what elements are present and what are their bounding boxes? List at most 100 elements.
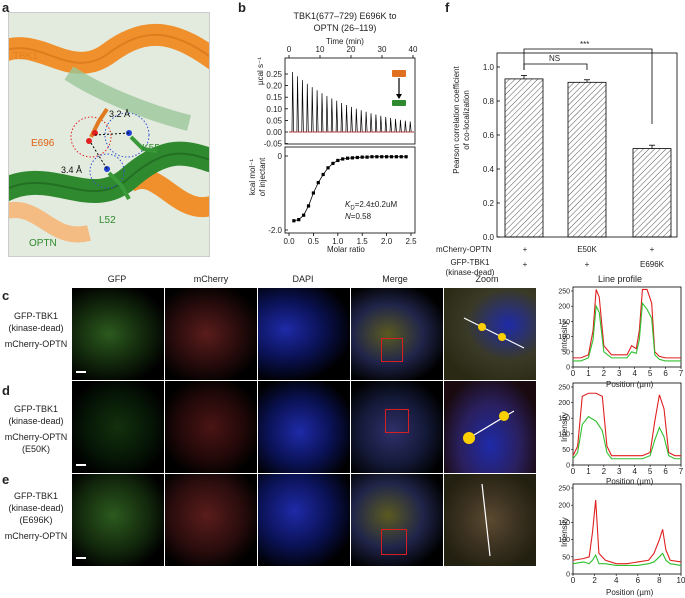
- profile-ytick-label: 250: [558, 289, 570, 296]
- profile-xtick-label: 1: [586, 369, 591, 378]
- profile-ytick-label: 200: [558, 400, 570, 407]
- profile-chart-3: 0 1 2 3 4 5 6 7 0 50 100 150 200 250: [558, 382, 684, 476]
- profile-e-ylabel: Intensity: [560, 517, 569, 547]
- profile-xtick-label: 4: [614, 576, 619, 585]
- profile-xtick-label: 6: [636, 576, 641, 585]
- image-d-merge: [351, 381, 443, 473]
- profile-ytick-label: 200: [558, 503, 570, 510]
- profile-xtick-label: 4: [632, 369, 637, 378]
- itc-top-ytick-label: 0.10: [266, 105, 282, 114]
- profile-xtick-label: 2: [592, 576, 597, 585]
- itc-bottom-xtick-label: 2.5: [405, 237, 417, 246]
- profile-ytick-label: 250: [558, 486, 570, 493]
- row-c-line3: mCherry-OPTN: [4, 339, 68, 349]
- row-c-label: GFP-TBK1 (kinase-dead) mCherry-OPTN: [0, 310, 72, 350]
- itc-top-xtick-label: 0: [287, 45, 292, 54]
- profile-xtick-label: 6: [663, 467, 668, 476]
- image-d-dapi: [258, 381, 350, 473]
- profile-ytick-label: 0: [566, 365, 570, 372]
- panel-label-d: d: [2, 383, 10, 398]
- image-c-gfp: [72, 288, 164, 380]
- itc-top-xtick-label: 10: [316, 45, 325, 54]
- row2-val-2: +: [584, 260, 590, 269]
- row-d-line4: (E50K): [21, 444, 50, 454]
- profile-frame: [572, 483, 682, 575]
- itc-bottom-xlabel: Molar ratio: [327, 245, 365, 254]
- row-c-line2: (kinase-dead): [8, 323, 64, 333]
- profile-xtick-label: 5: [648, 467, 653, 476]
- row-gfp-label-1: GFP-TBK1: [450, 258, 490, 267]
- row-d-line3: mCherry-OPTN: [4, 432, 68, 442]
- bar-E50K: [567, 81, 607, 238]
- profile-e-xlabel: Position (µm): [606, 588, 654, 597]
- image-c-merge: [351, 288, 443, 380]
- itc-title-line2: OPTN (26–119): [313, 23, 377, 33]
- structure-drawing: [9, 23, 209, 243]
- profile-ytick-label: 0: [566, 463, 570, 470]
- profile-series-red: [573, 288, 681, 359]
- itc-top-ytick-label: 0.00: [266, 128, 282, 137]
- itc-top-ytick-label: 0.05: [266, 116, 282, 125]
- itc-fit-curve: [293, 156, 407, 222]
- header-line-profile: Line profile: [597, 274, 643, 284]
- image-d-zoom: [444, 381, 536, 473]
- profile-ytick-label: 100: [558, 431, 570, 438]
- header-mcherry: mCherry: [193, 274, 229, 284]
- itc-bottom-ytick-label: 0: [278, 152, 283, 161]
- header-gfp: GFP: [107, 274, 127, 284]
- row1-val-3: +: [649, 245, 655, 254]
- profile-ytick-label: 0: [566, 572, 570, 579]
- bar-ytick-label: 0.2: [483, 199, 495, 208]
- profile-series-green: [572, 552, 682, 566]
- profile-ytick-label: 150: [558, 319, 570, 326]
- itc-n: N=0.58: [345, 212, 372, 221]
- panel-label-a: a: [2, 0, 10, 15]
- label-distance-2: 3.4 Å: [61, 165, 83, 175]
- itc-bottom-xtick-label: 1.5: [357, 237, 369, 246]
- significance-brackets: [523, 48, 653, 124]
- panel-label-f: f: [445, 0, 450, 15]
- bar-ytick-label: 0.4: [483, 165, 495, 174]
- bar-ytick-label: 0.6: [483, 131, 495, 140]
- itc-bottom-xtick-label: 1.0: [332, 237, 344, 246]
- sig-ns: NS: [549, 54, 561, 63]
- profile-xtick-label: 0: [571, 467, 576, 476]
- itc-bottom-ytick-label: -2.0: [268, 226, 282, 235]
- itc-top-ytick-label: -0.05: [264, 140, 283, 149]
- header-merge: Merge: [382, 274, 408, 284]
- bar-ytick-label: 0.8: [483, 97, 495, 106]
- image-e-zoom: [444, 474, 536, 566]
- row2-val-3: E696K: [639, 260, 665, 269]
- image-d-mcherry: [165, 381, 257, 473]
- profile-ytick-label: 200: [558, 304, 570, 311]
- profile-xtick-label: 1: [586, 467, 591, 476]
- row-e-line4: mCherry-OPTN: [4, 531, 68, 541]
- profile-series-green: [572, 415, 681, 460]
- label-optn: OPTN: [29, 238, 57, 249]
- row-e-line3: (E696K): [19, 515, 53, 525]
- row-d-line2: (kinase-dead): [8, 416, 64, 426]
- row-e-label: GFP-TBK1 (kinase-dead) (E696K) mCherry-O…: [0, 490, 72, 542]
- profile-xtick-label: 7: [679, 369, 684, 378]
- row1-val-1: +: [522, 245, 528, 254]
- itc-top-xlabel: Time (min): [326, 37, 364, 46]
- image-e-mcherry: [165, 474, 257, 566]
- itc-bottom-xtick-label: 0.5: [308, 237, 320, 246]
- itc-title-line1: TBK1(677–729) E696K to: [293, 11, 397, 21]
- profile-xtick-label: 5: [648, 369, 653, 378]
- profile-d-xlabel: Position (µm): [606, 477, 654, 486]
- image-c-zoom: [444, 288, 536, 380]
- profile-xtick-label: 0: [571, 369, 576, 378]
- image-e-gfp: [72, 474, 164, 566]
- image-c-dapi: [258, 288, 350, 380]
- itc-top-frame: [284, 57, 416, 145]
- itc-top-ytick-label: 0.20: [266, 82, 282, 91]
- label-e696: E696: [31, 138, 55, 149]
- image-d-gfp: [72, 381, 164, 473]
- itc-top-xtick-label: 20: [347, 45, 356, 54]
- itc-top-ytick-label: 0.25: [266, 70, 282, 79]
- profile-frame: [572, 382, 682, 466]
- label-tbk1: TBK1: [13, 51, 39, 62]
